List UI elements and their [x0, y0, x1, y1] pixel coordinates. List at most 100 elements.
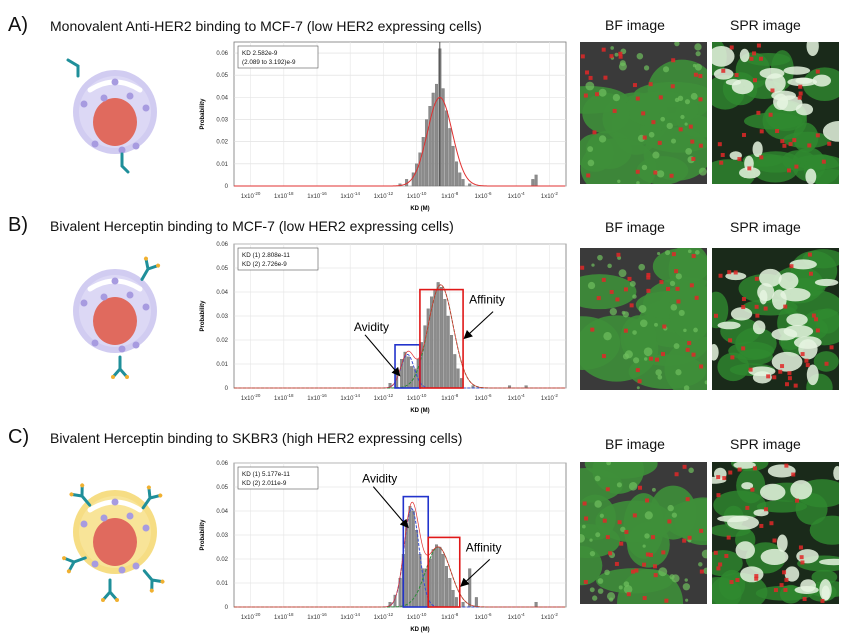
antibody-icon: [141, 485, 163, 510]
panel-letter: C): [8, 426, 30, 448]
roi-marker: [592, 130, 597, 135]
histogram-bar: [443, 299, 447, 389]
cell-region: [582, 92, 630, 134]
bright-signal: [819, 579, 832, 601]
receptor-icon: [126, 291, 134, 299]
cell-texture: [629, 280, 636, 287]
x-tick-label: 1x10-20: [241, 191, 261, 200]
roi-marker: [642, 135, 647, 140]
roi-marker: [699, 528, 704, 533]
roi-marker: [583, 579, 588, 584]
bf-image: [580, 42, 707, 184]
bright-signal: [760, 548, 789, 566]
cell-texture: [642, 544, 646, 548]
cell-region: [580, 546, 603, 586]
spr-image: [712, 42, 839, 184]
chart-legend: KD (1) 5.177e-11 KD (2) 2.011e-9: [237, 466, 319, 490]
receptor-icon: [126, 512, 134, 520]
histogram-bar: [438, 546, 442, 608]
roi-marker: [737, 157, 742, 162]
signal-region: [811, 569, 838, 585]
y-tick-label: 0.06: [216, 51, 228, 57]
bf-image-label: BF image: [605, 17, 665, 33]
receptor-icon: [118, 566, 126, 574]
x-axis-label: KD (M): [410, 408, 429, 414]
receptor-icon: [100, 514, 108, 522]
bright-signal: [786, 313, 808, 326]
roi-marker: [601, 47, 606, 52]
nucleus-icon: [93, 297, 137, 345]
receptor-icon: [80, 100, 88, 108]
x-tick-label: 1x10-20: [241, 612, 261, 621]
bright-signal: [767, 464, 796, 478]
y-tick-label: 0.01: [216, 362, 228, 368]
cell-texture: [698, 562, 703, 567]
receptor-icon: [80, 520, 88, 528]
cell-texture: [704, 380, 707, 385]
roi-marker: [787, 371, 792, 376]
cell-texture: [652, 151, 660, 159]
signal-region: [762, 101, 807, 140]
cell-texture: [597, 254, 603, 261]
roi-marker: [693, 72, 698, 77]
histogram-bar: [421, 137, 425, 187]
bf-micrograph: [580, 248, 707, 390]
cell-texture: [683, 328, 687, 333]
roi-marker: [609, 289, 614, 294]
cell-texture: [674, 97, 680, 103]
roi-marker: [755, 313, 760, 318]
bright-signal: [784, 566, 800, 582]
annotation-arrow-affinity: [463, 311, 494, 340]
receptor-icon: [142, 524, 150, 532]
receptor-icon: [142, 303, 150, 311]
roi-marker: [729, 45, 734, 50]
x-tick-label: 1x10-10: [407, 612, 427, 621]
nucleus-icon: [93, 518, 137, 566]
roi-marker: [804, 358, 809, 363]
cell-texture: [622, 353, 629, 360]
roi-marker: [657, 140, 662, 145]
roi-marker: [618, 54, 623, 59]
x-tick-label: 1x10-20: [241, 393, 261, 402]
roi-marker: [788, 142, 793, 147]
bright-signal: [778, 272, 799, 290]
roi-marker: [584, 516, 589, 521]
cell-region: [595, 500, 674, 543]
roi-marker: [779, 583, 784, 588]
roi-marker: [642, 562, 647, 567]
roi-marker: [827, 141, 832, 146]
bright-signal: [795, 77, 813, 84]
bright-signal: [773, 93, 789, 111]
roi-marker: [782, 570, 787, 575]
roi-marker: [716, 493, 721, 498]
cell-texture: [694, 43, 702, 51]
roi-marker: [780, 364, 785, 369]
roi-marker: [650, 535, 655, 540]
roi-marker: [617, 520, 622, 525]
legend-box: [237, 45, 319, 69]
cell-texture: [618, 62, 627, 71]
roi-marker: [741, 297, 746, 302]
cell-texture: [684, 578, 688, 582]
roi-marker: [612, 108, 617, 113]
cell-texture: [609, 307, 617, 316]
cell-texture: [641, 164, 648, 171]
cell-texture: [675, 273, 682, 280]
cell-texture: [669, 574, 675, 580]
roi-marker: [616, 252, 621, 257]
cell-texture: [673, 343, 680, 349]
bright-signal: [771, 289, 787, 310]
cell-texture: [667, 504, 674, 512]
y-tick-label: 0.01: [216, 581, 228, 587]
roi-marker: [651, 120, 656, 125]
roi-marker: [637, 379, 642, 384]
roi-marker: [601, 354, 606, 359]
cell-texture: [623, 581, 630, 587]
receptor-icon: [118, 345, 126, 353]
roi-marker: [635, 169, 640, 174]
cell-texture: [591, 263, 595, 267]
histogram-bar: [531, 179, 535, 187]
roi-marker: [754, 574, 759, 579]
histogram-bar: [408, 506, 412, 608]
cell-texture: [614, 52, 619, 57]
